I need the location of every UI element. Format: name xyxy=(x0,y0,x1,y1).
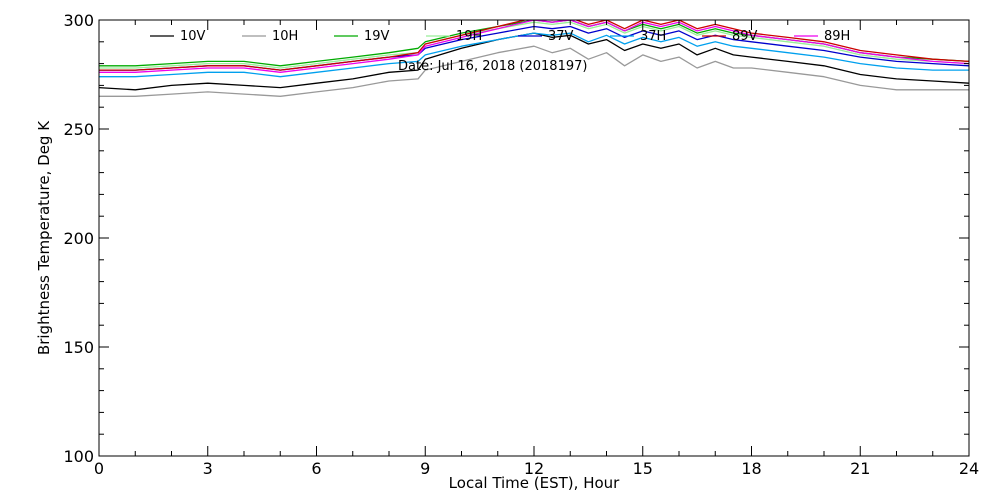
tick-labels-layer: 0 3 6 9 12 15 18 21 24 100 150 200 250 300 xyxy=(63,11,979,478)
x-tick-label: 24 xyxy=(959,459,979,478)
legend-label-19v: 19V xyxy=(364,29,390,44)
y-tick-label: 250 xyxy=(63,120,94,139)
series-line-89v xyxy=(99,20,969,71)
x-tick-label: 15 xyxy=(633,459,653,478)
legend-label-10h: 10H xyxy=(272,29,298,44)
y-tick-label: 300 xyxy=(63,11,94,30)
date-annotation: Date: Jul 16, 2018 (2018197) xyxy=(398,59,587,74)
legend-label-89v: 89V xyxy=(732,29,758,44)
series-line-37h xyxy=(99,32,969,78)
legend-label-37h: 37H xyxy=(640,29,666,44)
x-tick-label: 9 xyxy=(420,459,430,478)
legend-label-19h: 19H xyxy=(456,29,482,44)
legend-label-10v: 10V xyxy=(180,29,206,44)
legend-label-89h: 89H xyxy=(824,29,850,44)
legend: 10V 10H 19V 19H 37V 37H 89V 89H xyxy=(150,29,850,44)
x-tick-label: 6 xyxy=(311,459,321,478)
x-tick-label: 12 xyxy=(524,459,544,478)
series-line-89h xyxy=(99,20,969,73)
x-tick-label: 18 xyxy=(741,459,761,478)
ticks-layer xyxy=(98,19,970,457)
series-layer xyxy=(99,20,969,97)
y-axis-title: Brightness Temperature, Deg K xyxy=(35,120,53,355)
x-tick-label: 3 xyxy=(203,459,213,478)
x-tick-label: 0 xyxy=(94,459,104,478)
x-tick-label: 21 xyxy=(850,459,870,478)
series-line-10h xyxy=(99,45,969,97)
legend-label-37v: 37V xyxy=(548,29,574,44)
x-axis-title: Local Time (EST), Hour xyxy=(449,474,620,492)
y-tick-label: 150 xyxy=(63,338,94,357)
y-tick-label: 200 xyxy=(63,229,94,248)
series-line-10v xyxy=(99,32,969,91)
series-line-19h xyxy=(99,21,969,69)
y-tick-label: 100 xyxy=(63,447,94,466)
plot-frame xyxy=(98,19,970,457)
